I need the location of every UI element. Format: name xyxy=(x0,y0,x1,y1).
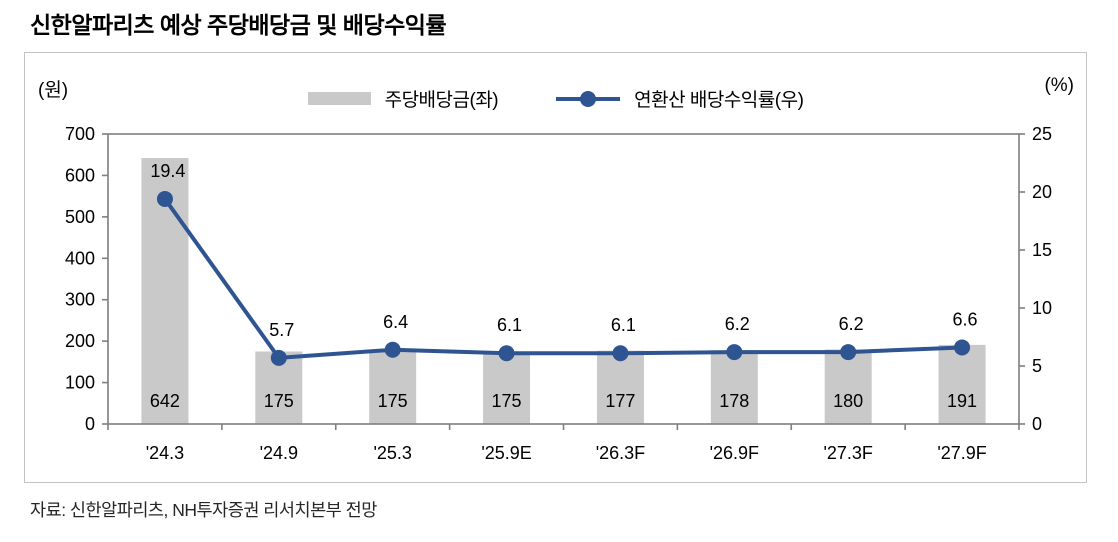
line-point xyxy=(612,345,629,362)
line-series-swatch xyxy=(556,90,621,107)
point-value-label: 6.2 xyxy=(839,314,864,334)
line-point xyxy=(384,341,401,358)
y-right-tick-label: 0 xyxy=(1032,414,1042,434)
y-left-tick-label: 100 xyxy=(65,373,95,393)
y-left-tick-label: 400 xyxy=(65,248,95,268)
y-right-tick-label: 20 xyxy=(1032,182,1052,202)
line-point xyxy=(726,344,743,361)
line-point xyxy=(270,349,287,366)
x-tick-label: '24.9 xyxy=(260,443,298,463)
x-tick-label: '27.9F xyxy=(937,443,986,463)
x-tick-label: '26.3F xyxy=(596,443,645,463)
bar-series-label: 주당배당금(좌) xyxy=(384,90,499,111)
bar-value-label: 175 xyxy=(492,391,522,411)
point-value-label: 6.6 xyxy=(953,309,978,329)
x-tick-label: '27.3F xyxy=(823,443,872,463)
bar-value-label: 175 xyxy=(264,391,294,411)
y-left-tick-label: 300 xyxy=(65,290,95,310)
bar xyxy=(938,344,986,424)
line-series-label: 연환산 배당수익률(우) xyxy=(634,90,804,111)
x-tick-label: '25.9E xyxy=(481,443,531,463)
line-point xyxy=(840,344,857,361)
page-title: 신한알파리츠 예상 주당배당금 및 배당수익률 xyxy=(30,12,447,38)
y-right-tick-label: 5 xyxy=(1032,356,1042,376)
chart-plot: 700 600 500 400 300 200 100 0 25 20 15 10 5 0 '24.3 '24… xyxy=(65,124,1052,463)
y-right-tick-label: 15 xyxy=(1032,240,1052,260)
legend-item-bar-series: 주당배당금(좌) xyxy=(307,85,499,112)
legend: 주당배당금(좌) 연환산 배당수익률(우) xyxy=(25,85,1086,112)
y-left-tick-label: 700 xyxy=(65,124,95,144)
point-value-label: 6.1 xyxy=(497,315,522,335)
y-left-tick-label: 600 xyxy=(65,165,95,185)
source-note: 자료: 신한알파리츠, NH투자증권 리서치본부 전망 xyxy=(30,500,377,520)
line-marker-icon xyxy=(580,90,597,107)
left-axis-unit: (원) xyxy=(38,80,69,101)
right-axis-unit: (%) xyxy=(1044,75,1074,96)
line-point xyxy=(156,190,173,207)
bar-value-label: 178 xyxy=(719,391,749,411)
bar xyxy=(824,349,872,424)
y-right-tick-label: 25 xyxy=(1032,124,1052,144)
y-left-tick-label: 500 xyxy=(65,207,95,227)
x-tick-label: '26.9F xyxy=(710,443,759,463)
bar-value-label: 175 xyxy=(378,391,408,411)
x-tick-label: '25.3 xyxy=(373,443,411,463)
bar xyxy=(483,351,531,424)
point-value-label: 5.7 xyxy=(269,320,294,340)
y-left-tick-label: 0 xyxy=(85,414,95,434)
line-point xyxy=(498,345,515,362)
trend-line xyxy=(162,196,965,360)
point-value-label: 19.4 xyxy=(150,161,185,181)
bar xyxy=(596,350,644,424)
chart-panel: (원) (%) 주당배당금(좌) 연환산 배당수익률(우) 700 600 500 4… xyxy=(24,52,1087,483)
bar-value-label: 180 xyxy=(833,391,863,411)
y-left-tick-label: 200 xyxy=(65,331,95,351)
bar xyxy=(369,351,417,424)
legend-item-line-series: 연환산 배당수익률(우) xyxy=(556,85,804,112)
point-value-label: 6.1 xyxy=(611,315,636,335)
bar-series-swatch xyxy=(307,92,371,105)
point-value-label: 6.4 xyxy=(383,312,408,332)
point-value-label: 6.2 xyxy=(725,314,750,334)
y-right-tick-label: 10 xyxy=(1032,298,1052,318)
bar-value-label: 177 xyxy=(605,391,635,411)
line-point xyxy=(954,339,971,356)
plot-frame xyxy=(107,133,1020,425)
bar-value-label: 642 xyxy=(150,391,180,411)
bar xyxy=(710,350,758,424)
bar-value-label: 191 xyxy=(947,391,977,411)
x-tick-label: '24.3 xyxy=(146,443,184,463)
